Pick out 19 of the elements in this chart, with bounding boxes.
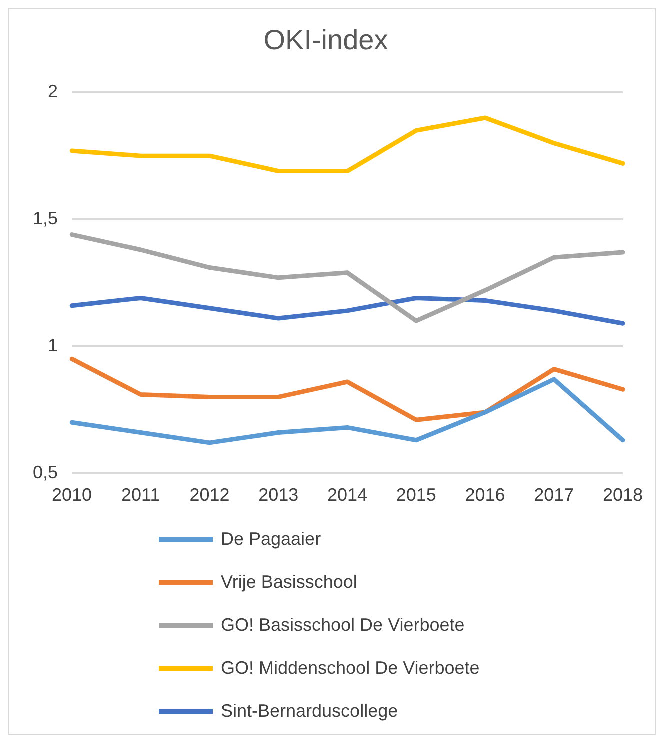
legend-label: GO! Middenschool De Vierboete	[221, 658, 480, 679]
y-tick-label: 0,5	[32, 462, 58, 482]
x-tick-label: 2013	[258, 485, 299, 506]
x-tick-label: 2011	[122, 485, 160, 506]
chart-title: OKI-index	[264, 24, 388, 56]
x-tick-label: 2018	[602, 485, 643, 506]
x-tick-label: 2012	[190, 485, 230, 506]
y-tick-label: 1	[48, 335, 58, 356]
legend-label: Sint-Bernarduscollege	[221, 701, 398, 722]
y-tick-label: 2	[48, 82, 58, 102]
legend-label: Vrije Basisschool	[221, 572, 358, 593]
legend-label: GO! Basisschool De Vierboete	[221, 615, 465, 636]
y-tick-label: 1,5	[32, 208, 58, 228]
x-tick-label: 2014	[327, 485, 368, 506]
x-tick-label: 2016	[465, 485, 506, 506]
x-tick-label: 2015	[396, 485, 436, 506]
x-tick-label: 2017	[534, 485, 574, 506]
legend-label: De Pagaaier	[221, 529, 322, 550]
x-tick-label: 2010	[52, 485, 92, 506]
